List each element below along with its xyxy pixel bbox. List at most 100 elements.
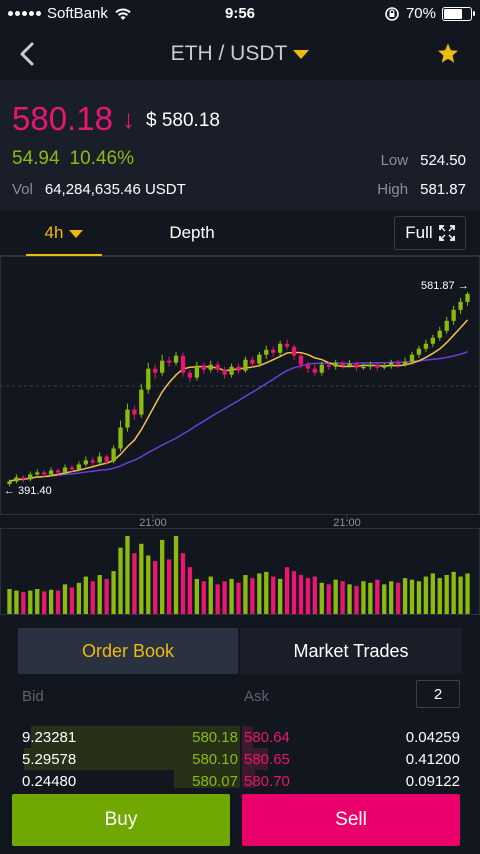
volume-bar (55, 590, 61, 614)
volume-bar (284, 567, 290, 614)
candle-body (173, 355, 179, 363)
candle-body (264, 349, 269, 355)
volume-bar (236, 582, 241, 614)
candle-body (62, 467, 68, 473)
orderbook-rows: 9.23281 580.18 580.64 0.04259 5.29578 58… (0, 726, 480, 788)
volume-bar (326, 584, 331, 614)
volume-bar (173, 536, 179, 614)
volume-bar (277, 578, 283, 614)
volume-bar (395, 582, 401, 614)
bid-depth-bar (174, 770, 240, 788)
fullscreen-label: Full (405, 223, 433, 242)
candle-body (305, 364, 311, 369)
tab-market-trades[interactable]: Market Trades (240, 628, 462, 674)
buy-button[interactable]: Buy (12, 794, 230, 846)
chevron-left-icon[interactable] (14, 38, 42, 70)
candle-body (76, 464, 82, 470)
candle-body (402, 361, 408, 365)
orderbook-row[interactable]: 9.23281 580.18 580.64 0.04259 (0, 726, 480, 748)
price-change: 54.94 10.46% (12, 148, 144, 170)
volume-bar (118, 547, 123, 614)
signal-icon (8, 11, 41, 16)
candle-body (395, 362, 401, 365)
volume-bar (83, 576, 88, 614)
status-right: 70% (384, 5, 475, 22)
candle-body (90, 460, 95, 463)
low-value: 524.50 (420, 152, 466, 169)
candle-body (409, 354, 415, 362)
candle-body (257, 354, 262, 364)
volume-bar (333, 579, 338, 614)
volume-bar (361, 581, 366, 614)
tab-order-book[interactable]: Order Book (18, 628, 238, 674)
tab-interval[interactable]: 4h (26, 210, 102, 256)
orderbook-row[interactable]: 0.24480 580.07 580.70 0.09122 (0, 770, 480, 788)
bid-depth-bar (24, 748, 240, 770)
candle-body (187, 372, 193, 378)
candlestick-chart[interactable]: 581.87 → ← 391.40 21:00 21:00 (0, 256, 480, 628)
sell-button[interactable]: Sell (242, 794, 460, 846)
volume-bar (271, 576, 276, 614)
battery-icon (442, 6, 475, 21)
trade-actions: Buy Sell (0, 788, 480, 854)
interval-label: 4h (44, 223, 64, 242)
candle-body (389, 362, 394, 366)
candle-body (368, 364, 373, 367)
candle-body (160, 360, 165, 373)
orderbook-tabs: Order Book Market Trades (18, 628, 462, 674)
volume-bar (430, 573, 435, 614)
volume-bar (139, 543, 144, 614)
low-row: Low 524.50 (381, 152, 466, 169)
low-label: Low (380, 152, 409, 169)
volume-bar (340, 581, 345, 614)
volume-bar (451, 571, 456, 614)
change-absolute: 54.94 (12, 148, 60, 169)
volume-bar (354, 585, 359, 614)
min-price-label: ← 391.40 (4, 485, 52, 497)
volume-bar (21, 592, 26, 614)
candle-body (340, 362, 345, 366)
candle-body (118, 427, 123, 449)
wifi-icon (115, 8, 131, 20)
last-price: 580.18 (12, 100, 113, 137)
volume-bar (465, 573, 470, 614)
volume-bar (375, 579, 380, 614)
pair-selector[interactable]: ETH / USDT (0, 42, 480, 66)
volume-bar (132, 553, 137, 614)
ask-quantity: 0.04259 (405, 729, 460, 746)
bid-price: 580.07 (192, 773, 238, 788)
bid-quantity: 0.24480 (22, 773, 77, 788)
volume-bar (62, 584, 68, 614)
candle-body (271, 349, 276, 353)
chart-canvas: 581.87 → ← 391.40 21:00 21:00 (0, 256, 480, 615)
candle-body (104, 456, 109, 462)
volume-bar (160, 539, 165, 614)
candle-body (48, 470, 54, 475)
candle-body (21, 477, 26, 480)
ask-quantity: 0.09122 (405, 773, 460, 788)
precision-selector[interactable]: 2 (416, 680, 460, 708)
candle-body (375, 364, 380, 368)
volume-bar (48, 589, 54, 614)
candle-body (28, 474, 33, 480)
caret-down-icon (69, 229, 84, 238)
fullscreen-button[interactable]: Full (394, 216, 466, 250)
candle-body (333, 362, 338, 367)
orderbook-row[interactable]: 5.29578 580.10 580.65 0.41200 (0, 748, 480, 770)
volume-bar (42, 591, 47, 614)
candle-body (194, 365, 200, 378)
ask-price: 580.65 (244, 751, 290, 768)
volume-bar (166, 559, 172, 614)
tab-depth[interactable]: Depth (169, 223, 215, 242)
down-arrow-icon: ↓ (122, 104, 135, 134)
volume-value: 64,284,635.46 USDT (44, 181, 186, 198)
candle-body (222, 369, 227, 375)
star-icon[interactable] (436, 42, 460, 66)
candle-body (291, 346, 297, 356)
bid-quantity: 5.29578 (22, 751, 77, 768)
volume-bar (201, 581, 206, 614)
candle-body (416, 348, 422, 355)
bid-price: 580.10 (192, 751, 238, 768)
chart-tabs: 4h Depth Full (0, 210, 480, 256)
candle-body (215, 364, 220, 370)
